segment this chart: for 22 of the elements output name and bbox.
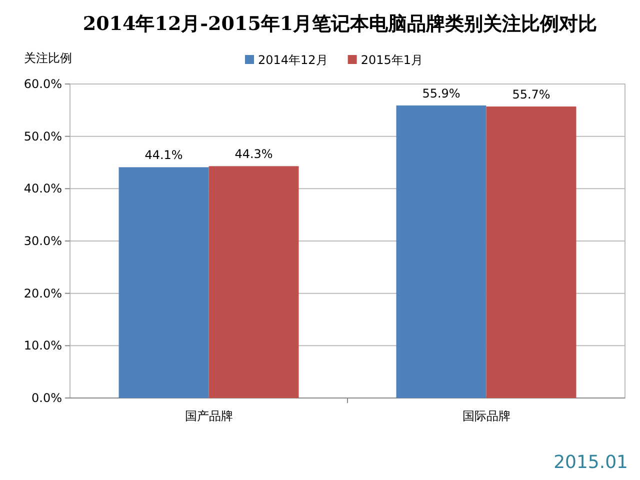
data-label: 55.7% <box>512 88 550 102</box>
y-axis-title: 关注比例 <box>24 51 72 65</box>
data-label: 44.1% <box>144 148 183 162</box>
data-label: 44.3% <box>234 147 273 162</box>
y-tick-label: 30.0% <box>24 234 62 248</box>
text: 2015.01 <box>554 452 628 473</box>
x-tick-label: 国际品牌 <box>462 409 510 423</box>
y-tick-label: 0.0% <box>32 391 62 405</box>
bar <box>118 167 209 398</box>
chart-title: 2014年12月-2015年1月笔记本电脑品牌类别关注比例对比 <box>82 13 598 35</box>
y-tick-label: 20.0% <box>24 286 62 300</box>
legend-label: 2014年12月 <box>258 53 328 67</box>
data-label: 55.9% <box>422 86 460 100</box>
y-tick-label: 40.0% <box>24 182 62 196</box>
y-tick-label: 60.0% <box>24 77 62 91</box>
x-tick-label: 国产品牌 <box>184 409 233 423</box>
y-tick-label: 50.0% <box>24 129 62 144</box>
legend-label: 2015年1月 <box>360 53 423 67</box>
bar <box>208 166 299 398</box>
bar <box>396 105 486 398</box>
y-tick-label: 10.0% <box>24 338 62 353</box>
bar <box>486 106 576 398</box>
